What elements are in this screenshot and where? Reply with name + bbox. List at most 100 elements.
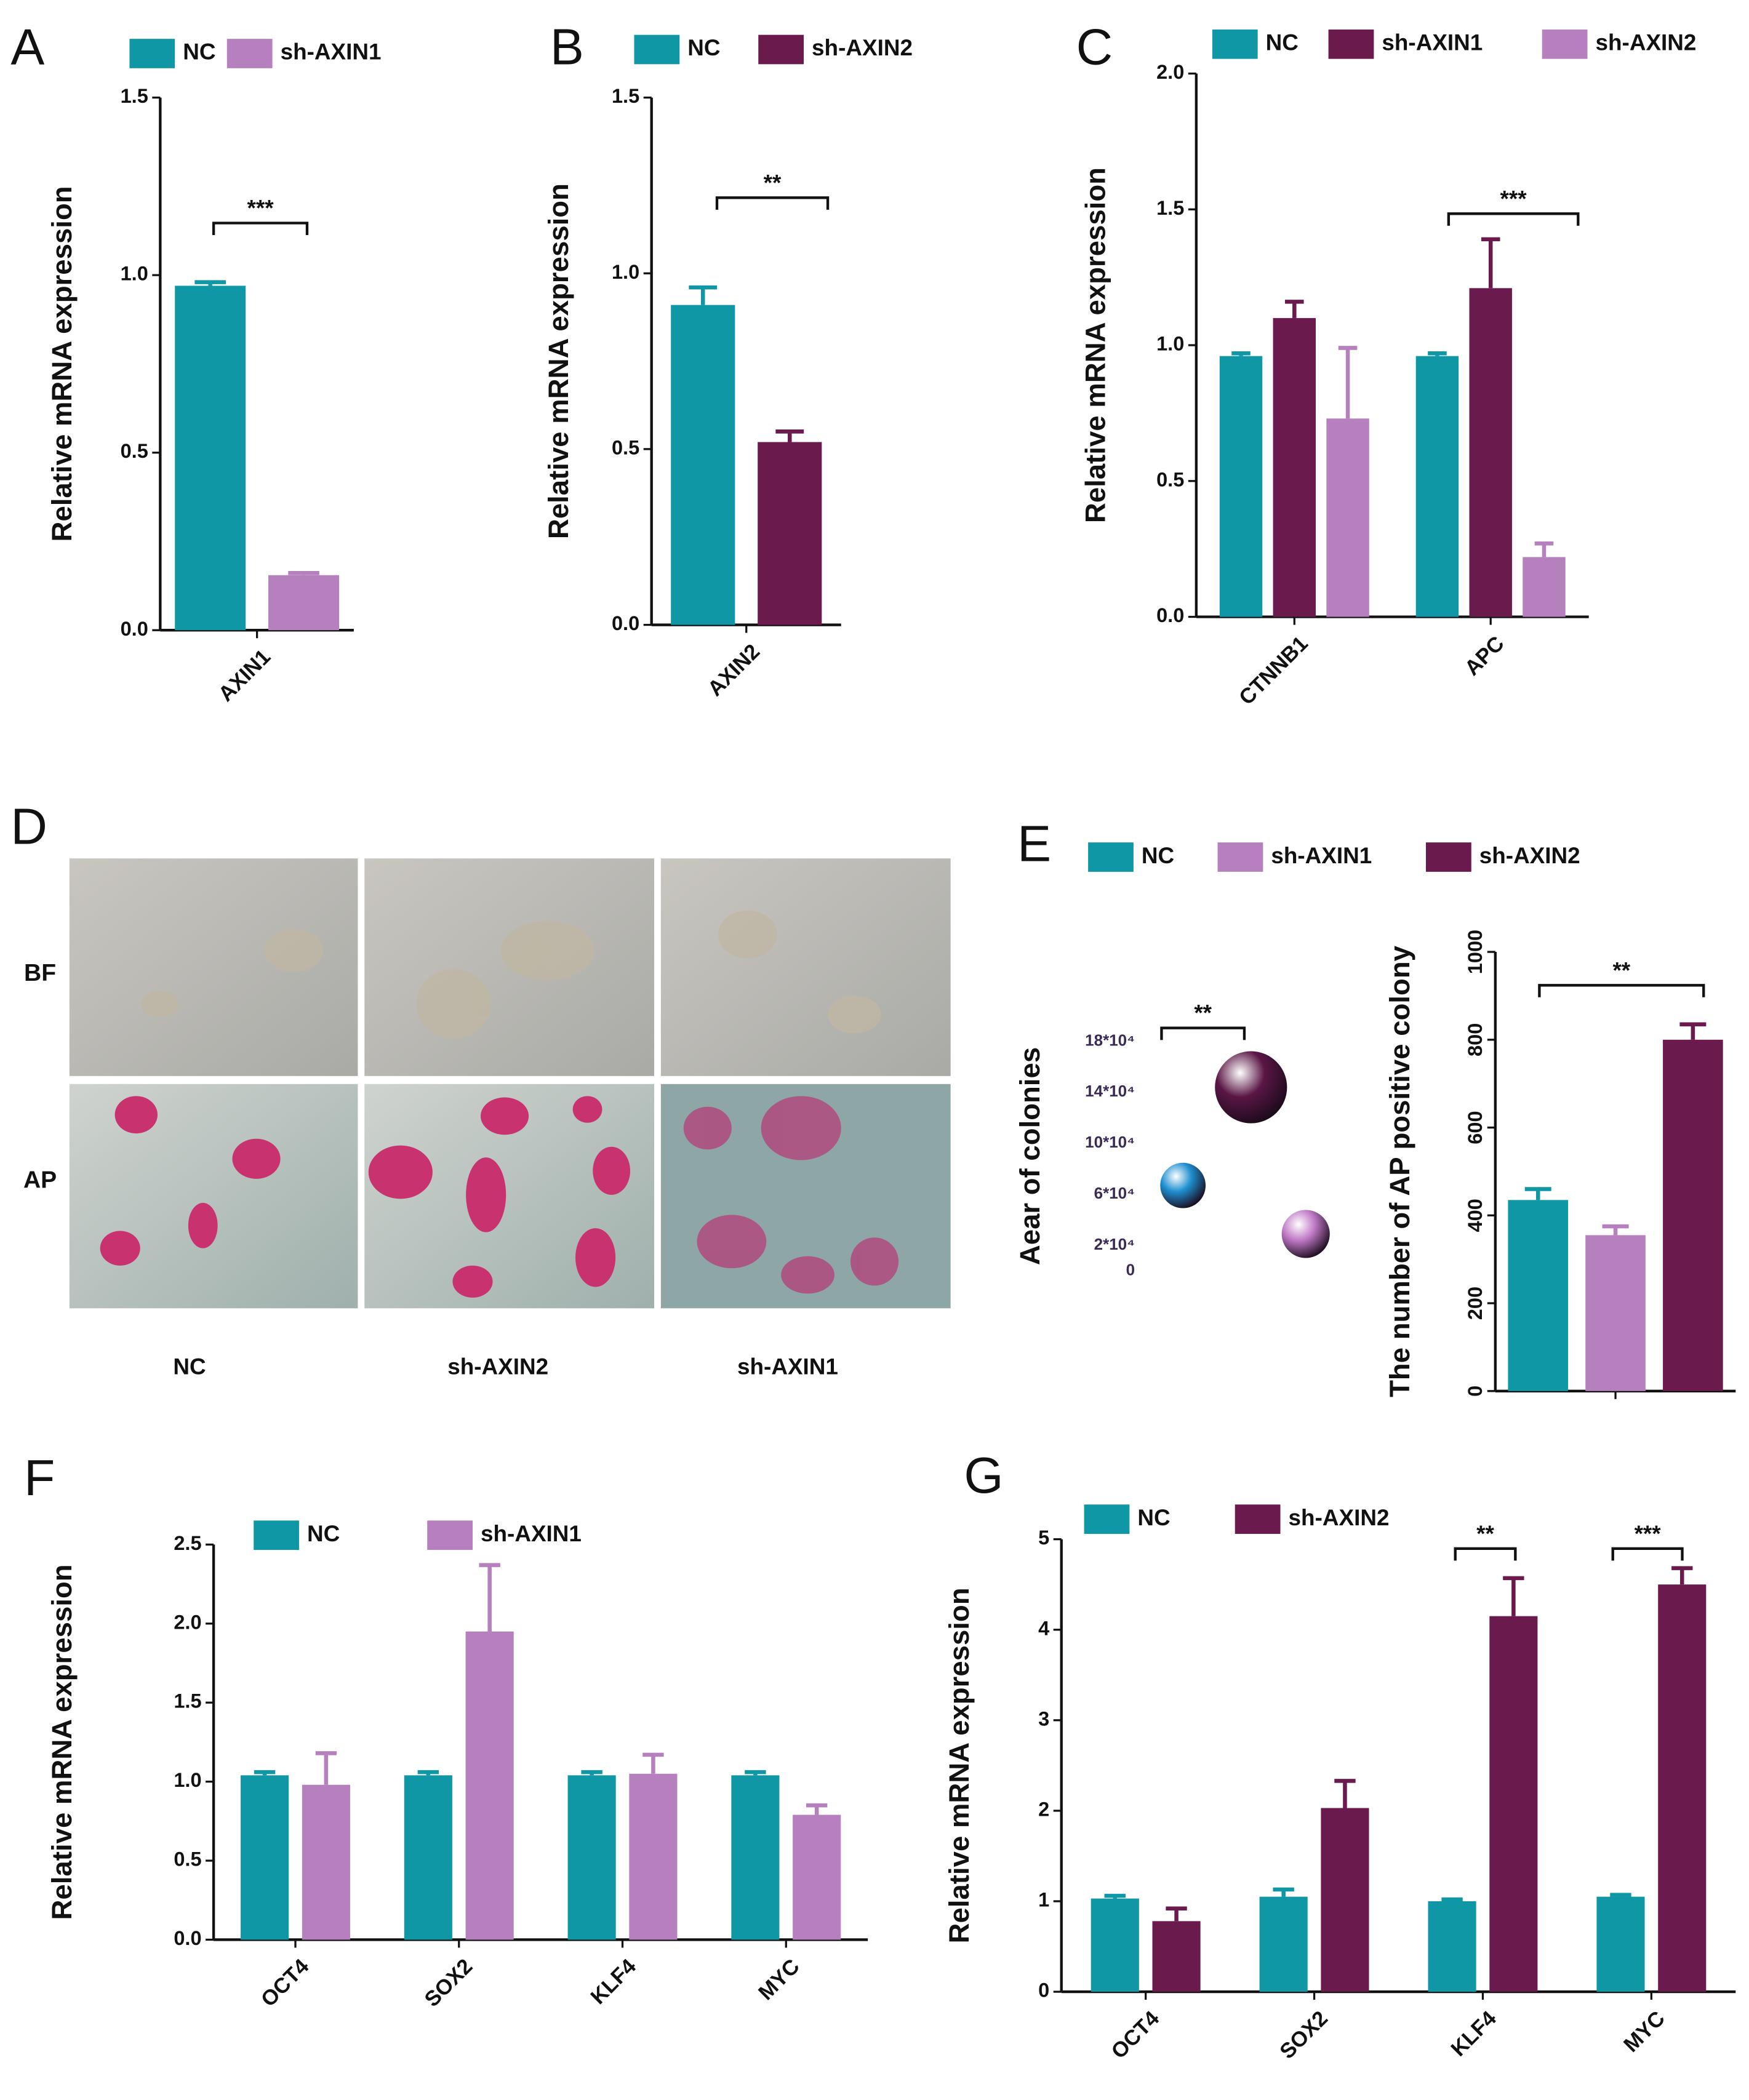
y-tick-label: 6*10⁴ — [1094, 1184, 1135, 1202]
bar — [731, 1775, 780, 1940]
micrograph — [660, 858, 951, 1076]
legend-swatch — [1217, 842, 1263, 872]
significance-bracket — [1447, 212, 1580, 226]
y-tick-label: 18*10⁴ — [1085, 1031, 1135, 1049]
y-tick-label: 3 — [1038, 1707, 1049, 1730]
y-tick-label: 0 — [1464, 1386, 1486, 1397]
legend-label: sh-AXIN2 — [1596, 30, 1697, 55]
y-tick-label: 2*10⁴ — [1094, 1235, 1135, 1253]
significance-bracket — [1538, 984, 1705, 997]
column-label: sh-AXIN2 — [447, 1354, 548, 1379]
panel-letter: G — [964, 1447, 1003, 1504]
y-tick-label: 2.5 — [174, 1532, 201, 1554]
legend-swatch — [1235, 1504, 1281, 1534]
annotation: *** — [1500, 186, 1527, 211]
significance-bracket — [212, 222, 309, 236]
bar — [793, 1815, 841, 1940]
legend-label: sh-AXIN2 — [1289, 1505, 1390, 1530]
x-tick-label: OCT4 — [1107, 2006, 1164, 2064]
y-tick-label: 4 — [1038, 1617, 1049, 1639]
y-axis-label: Relative mRNA expression — [543, 183, 574, 539]
panel-letter: C — [1076, 18, 1113, 75]
annotation: ** — [1612, 957, 1630, 983]
y-tick-label: 0.0 — [1156, 604, 1184, 626]
x-tick-label: CTNNB1 — [1235, 632, 1312, 709]
bar — [1259, 1896, 1308, 1992]
y-tick-label: 200 — [1464, 1287, 1486, 1320]
annotation: ** — [1194, 1000, 1212, 1026]
legend-swatch — [1084, 1504, 1130, 1534]
y-tick-label: 14*10⁴ — [1085, 1082, 1135, 1100]
legend-swatch — [427, 1520, 473, 1550]
bar — [758, 442, 822, 625]
bar — [1273, 317, 1316, 617]
x-tick-label: OCT4 — [257, 1954, 314, 2011]
legend-swatch — [634, 34, 680, 65]
bar — [1219, 356, 1263, 617]
column-label: NC — [173, 1354, 206, 1379]
colonies-ap — [100, 1096, 630, 1298]
bubble — [1160, 1162, 1206, 1208]
y-tick-label: 1.5 — [1156, 197, 1184, 219]
y-tick-label: 0.5 — [1156, 468, 1184, 490]
column-label: sh-AXIN1 — [737, 1354, 838, 1379]
legend-label: sh-AXIN1 — [481, 1521, 582, 1546]
bar — [671, 305, 735, 625]
bar — [1415, 356, 1459, 617]
bubble — [1281, 1210, 1330, 1258]
y-tick-label: 0.0 — [612, 612, 639, 634]
bar — [629, 1773, 678, 1940]
bar — [465, 1631, 514, 1940]
y-tick-label: 0.0 — [174, 1927, 201, 1949]
bar — [1321, 1808, 1369, 1992]
y-axis-label: Aear of colonies — [1014, 1047, 1046, 1265]
y-tick-label: 2.0 — [1156, 61, 1184, 83]
y-axis-label: Relative mRNA expression — [46, 1564, 78, 1920]
y-tick-label: 0 — [1126, 1260, 1135, 1279]
y-tick-label: 400 — [1464, 1199, 1486, 1232]
y-tick-label: 0.0 — [121, 618, 148, 640]
panel-d: D BF AP NC sh-AXIN2 sh-AXIN1 — [10, 798, 951, 1379]
legend-swatch — [254, 1520, 299, 1550]
bar — [1489, 1616, 1538, 1992]
legend-label: NC — [687, 35, 720, 60]
panel-letter: E — [1017, 816, 1051, 872]
bar — [1428, 1901, 1476, 1992]
micrograph — [69, 1084, 358, 1309]
bar — [302, 1784, 350, 1940]
x-tick-label: KLF4 — [1447, 2006, 1502, 2061]
bar — [1523, 557, 1566, 617]
bar — [1596, 1896, 1645, 1992]
legend-swatch — [758, 34, 804, 65]
significance-bracket — [1611, 1547, 1684, 1561]
legend-swatch — [226, 39, 273, 68]
row-label: AP — [23, 1167, 57, 1194]
y-axis-label: Relative mRNA expression — [1079, 167, 1111, 523]
legend-label: sh-AXIN2 — [1479, 843, 1580, 868]
colonies-bf — [141, 910, 881, 1039]
y-tick-label: 0.5 — [121, 440, 148, 462]
bar — [1091, 1898, 1139, 1992]
annotation: ** — [1476, 1521, 1494, 1546]
x-tick-label: AXIN1 — [214, 645, 275, 706]
y-tick-label: 800 — [1464, 1023, 1486, 1056]
micrograph — [69, 858, 358, 1076]
legend-label: sh-AXIN2 — [812, 35, 913, 60]
legend-swatch — [1212, 29, 1258, 59]
significance-bracket — [715, 196, 830, 210]
panel-letter: B — [550, 18, 584, 75]
annotation: *** — [1635, 1521, 1662, 1546]
y-tick-label: 1.0 — [612, 261, 639, 283]
panel-letter: D — [10, 798, 47, 855]
legend-label: sh-AXIN1 — [281, 39, 382, 65]
legend-label: NC — [1266, 30, 1299, 55]
bar — [268, 575, 340, 631]
row-label: BF — [24, 960, 56, 986]
colonies-ap — [683, 1096, 899, 1294]
bar — [175, 285, 246, 631]
y-tick-label: 2.0 — [174, 1611, 201, 1633]
bar — [1152, 1921, 1201, 1992]
y-axis-label: Relative mRNA expression — [943, 1587, 975, 1943]
bar — [1508, 1200, 1569, 1391]
